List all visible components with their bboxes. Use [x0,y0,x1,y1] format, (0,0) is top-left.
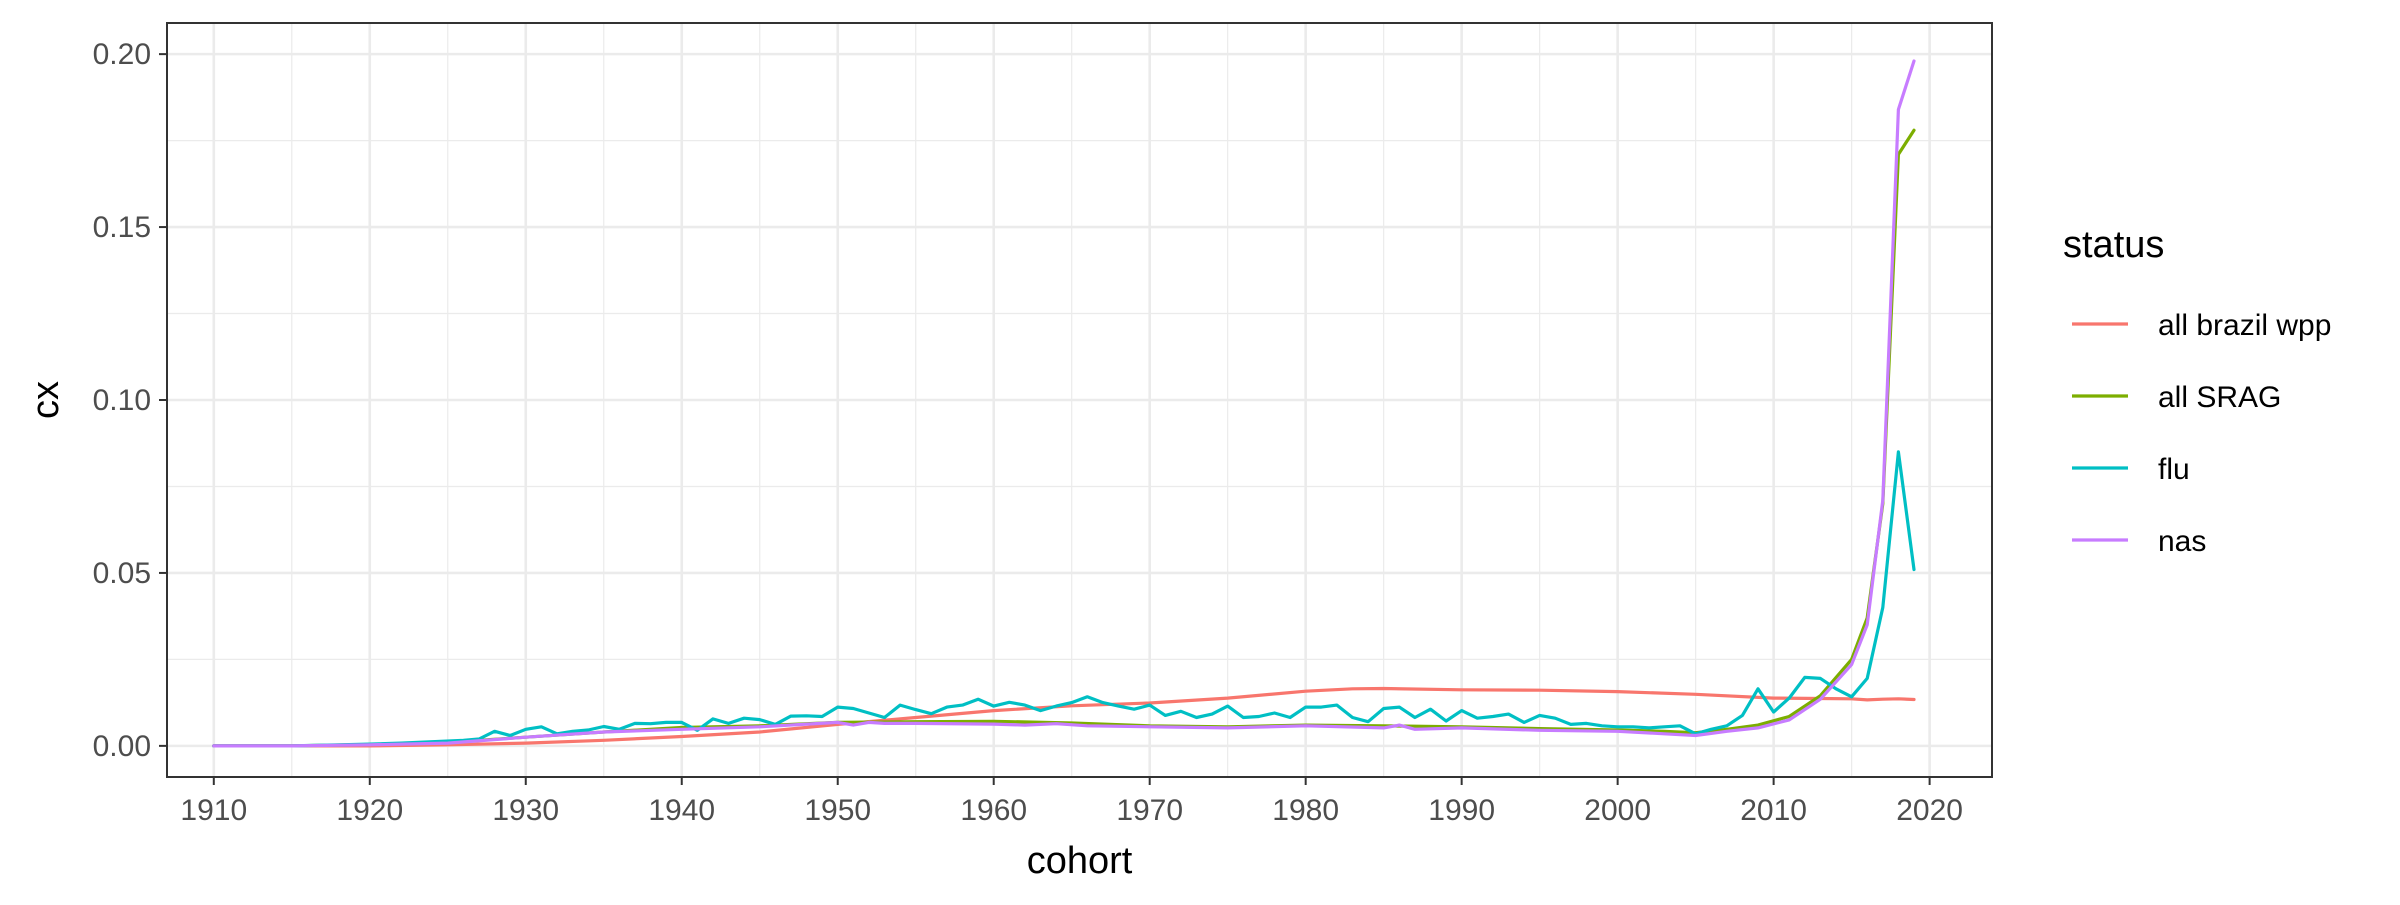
x-tick-label: 1960 [960,794,1027,827]
legend-label-2: flu [2158,453,2190,486]
x-tick-label: 2010 [1740,794,1807,827]
x-tick-label: 1980 [1272,794,1339,827]
y-axis-title: cx [25,381,67,419]
legend-items: all brazil wpp all SRAG flu nas [2072,309,2331,558]
legend: status all brazil wpp all SRAG flu nas [2063,224,2331,558]
x-tick-label: 1910 [180,794,247,827]
legend-title: status [2063,224,2164,266]
x-tick-label: 2000 [1584,794,1651,827]
x-tick-label: 1990 [1428,794,1495,827]
y-tick-label: 0.10 [93,384,151,417]
x-tick-label: 2020 [1896,794,1963,827]
legend-label-0: all brazil wpp [2158,309,2331,342]
x-tick-label: 1940 [648,794,715,827]
x-tick-label: 1920 [336,794,403,827]
major-gridlines [167,23,1992,777]
series-line-2 [212,450,1916,748]
series-line-0 [212,686,1916,748]
x-axis-title: cohort [1027,840,1133,882]
series-line-3 [212,59,1916,748]
y-tick-label: 0.00 [93,730,151,763]
series-lines [212,59,1916,748]
x-tick-label: 1970 [1116,794,1183,827]
legend-label-3: nas [2158,525,2206,558]
x-axis-ticks: 1910 1920 1930 1940 1950 1960 1970 1980 1990 2000… [180,777,1963,827]
legend-label-1: all SRAG [2158,381,2281,414]
y-tick-label: 0.20 [93,38,151,71]
x-tick-label: 1950 [804,794,871,827]
y-tick-label: 0.05 [93,557,151,590]
x-tick-label: 1930 [492,794,559,827]
y-axis-ticks: 0.00 0.05 0.10 0.15 0.20 [93,38,167,763]
y-tick-label: 0.15 [93,211,151,244]
